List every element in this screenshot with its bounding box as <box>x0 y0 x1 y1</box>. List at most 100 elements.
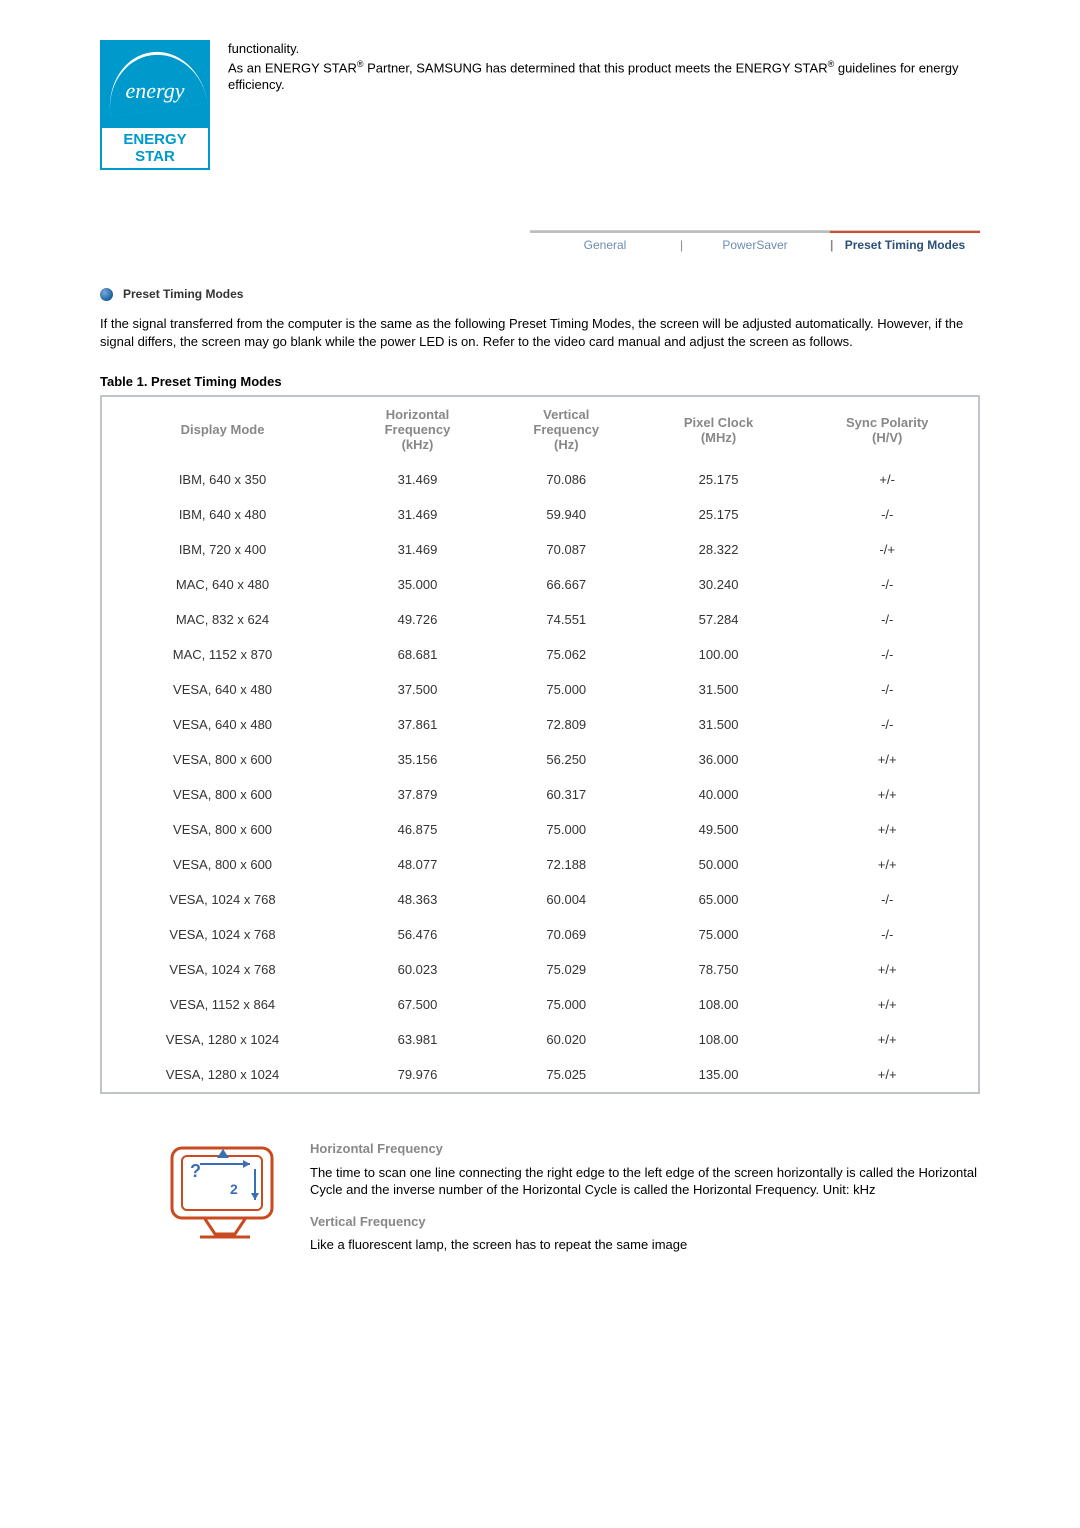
tab-powersaver[interactable]: PowerSaver <box>680 231 830 257</box>
table-cell: -/- <box>796 672 979 707</box>
table-row: VESA, 1280 x 102479.97675.025135.00+/+ <box>101 1057 979 1093</box>
table-cell: 50.000 <box>641 847 797 882</box>
table-header-row: Display Mode Horizontal Frequency (kHz) … <box>101 396 979 462</box>
table-cell: 36.000 <box>641 742 797 777</box>
table-row: VESA, 640 x 48037.86172.80931.500-/- <box>101 707 979 742</box>
intro-line2a: As an ENERGY STAR <box>228 60 357 75</box>
table-cell: 108.00 <box>641 1022 797 1057</box>
tab-preset-timing[interactable]: Preset Timing Modes <box>830 231 980 257</box>
definitions-block: ? 2 Horizontal Frequency The time to sca… <box>100 1134 980 1268</box>
table-cell: 25.175 <box>641 497 797 532</box>
table-cell: VESA, 1280 x 1024 <box>101 1022 343 1057</box>
table-cell: 72.809 <box>492 707 641 742</box>
th-pixel: Pixel Clock (MHz) <box>641 396 797 462</box>
intro-text: functionality. As an ENERGY STAR® Partne… <box>228 40 980 94</box>
table-cell: -/- <box>796 882 979 917</box>
table-row: MAC, 832 x 62449.72674.55157.284-/- <box>101 602 979 637</box>
table-cell: 40.000 <box>641 777 797 812</box>
table-row: MAC, 1152 x 87068.68175.062100.00-/- <box>101 637 979 672</box>
table-row: VESA, 1152 x 86467.50075.000108.00+/+ <box>101 987 979 1022</box>
table-cell: VESA, 1024 x 768 <box>101 952 343 987</box>
table-cell: 56.476 <box>343 917 492 952</box>
table-row: VESA, 1024 x 76856.47670.06975.000-/- <box>101 917 979 952</box>
section-title: Preset Timing Modes <box>123 287 243 301</box>
table-cell: +/+ <box>796 952 979 987</box>
table-cell: 79.976 <box>343 1057 492 1093</box>
table-cell: -/+ <box>796 532 979 567</box>
table-cell: 37.861 <box>343 707 492 742</box>
table-cell: 72.188 <box>492 847 641 882</box>
table-cell: -/- <box>796 602 979 637</box>
logo-bar: ENERGY STAR <box>100 126 210 170</box>
table-cell: +/- <box>796 462 979 497</box>
table-row: VESA, 1024 x 76860.02375.02978.750+/+ <box>101 952 979 987</box>
frequency-monitor-icon: ? 2 <box>160 1134 290 1244</box>
vfreq-body: Like a fluorescent lamp, the screen has … <box>310 1236 980 1254</box>
table-cell: -/- <box>796 567 979 602</box>
svg-text:2: 2 <box>230 1181 238 1197</box>
table-cell: 46.875 <box>343 812 492 847</box>
table-cell: 31.469 <box>343 497 492 532</box>
table-row: MAC, 640 x 48035.00066.66730.240-/- <box>101 567 979 602</box>
table-cell: +/+ <box>796 812 979 847</box>
logo-script: energy <box>100 78 210 104</box>
table-cell: IBM, 720 x 400 <box>101 532 343 567</box>
table-cell: VESA, 800 x 600 <box>101 847 343 882</box>
table-cell: 75.000 <box>492 812 641 847</box>
intro-line1: functionality. <box>228 41 299 56</box>
table-cell: 75.000 <box>492 987 641 1022</box>
table-cell: MAC, 832 x 624 <box>101 602 343 637</box>
table-row: IBM, 640 x 48031.46959.94025.175-/- <box>101 497 979 532</box>
table-cell: 74.551 <box>492 602 641 637</box>
table-row: VESA, 800 x 60035.15656.25036.000+/+ <box>101 742 979 777</box>
table-cell: +/+ <box>796 1022 979 1057</box>
energy-star-logo: energy ENERGY STAR <box>100 40 210 170</box>
table-cell: +/+ <box>796 847 979 882</box>
table-cell: 68.681 <box>343 637 492 672</box>
table-cell: +/+ <box>796 1057 979 1093</box>
table-cell: 37.879 <box>343 777 492 812</box>
table-row: IBM, 720 x 40031.46970.08728.322-/+ <box>101 532 979 567</box>
table-cell: 31.500 <box>641 707 797 742</box>
table-cell: 31.469 <box>343 532 492 567</box>
table-cell: +/+ <box>796 742 979 777</box>
table-cell: MAC, 1152 x 870 <box>101 637 343 672</box>
table-cell: VESA, 800 x 600 <box>101 777 343 812</box>
table-cell: +/+ <box>796 987 979 1022</box>
table-cell: -/- <box>796 637 979 672</box>
table-cell: 28.322 <box>641 532 797 567</box>
table-cell: 108.00 <box>641 987 797 1022</box>
table-cell: 49.500 <box>641 812 797 847</box>
table-cell: 48.363 <box>343 882 492 917</box>
table-cell: 56.250 <box>492 742 641 777</box>
table-row: IBM, 640 x 35031.46970.08625.175+/- <box>101 462 979 497</box>
table-cell: IBM, 640 x 480 <box>101 497 343 532</box>
table-cell: 70.069 <box>492 917 641 952</box>
energy-star-block: energy ENERGY STAR functionality. As an … <box>100 40 980 170</box>
table-cell: 65.000 <box>641 882 797 917</box>
table-cell: 75.062 <box>492 637 641 672</box>
th-hfreq: Horizontal Frequency (kHz) <box>343 396 492 462</box>
table-cell: 63.981 <box>343 1022 492 1057</box>
bullet-icon <box>100 288 113 301</box>
th-vfreq: Vertical Frequency (Hz) <box>492 396 641 462</box>
hfreq-label: Horizontal Frequency <box>310 1140 980 1158</box>
table-cell: 70.087 <box>492 532 641 567</box>
section-header: Preset Timing Modes <box>100 287 980 301</box>
table-cell: -/- <box>796 497 979 532</box>
hfreq-body: The time to scan one line connecting the… <box>310 1164 980 1199</box>
table-cell: 67.500 <box>343 987 492 1022</box>
tabs-container: General PowerSaver Preset Timing Modes <box>100 230 980 257</box>
table-cell: -/- <box>796 707 979 742</box>
timing-table: Display Mode Horizontal Frequency (kHz) … <box>100 395 980 1094</box>
table-cell: VESA, 640 x 480 <box>101 707 343 742</box>
tab-general[interactable]: General <box>530 231 680 257</box>
table-cell: 60.317 <box>492 777 641 812</box>
table-caption: Table 1. Preset Timing Modes <box>100 374 980 389</box>
table-cell: 30.240 <box>641 567 797 602</box>
table-cell: 48.077 <box>343 847 492 882</box>
table-cell: 60.020 <box>492 1022 641 1057</box>
table-cell: 35.000 <box>343 567 492 602</box>
table-cell: VESA, 1280 x 1024 <box>101 1057 343 1093</box>
table-row: VESA, 1280 x 102463.98160.020108.00+/+ <box>101 1022 979 1057</box>
